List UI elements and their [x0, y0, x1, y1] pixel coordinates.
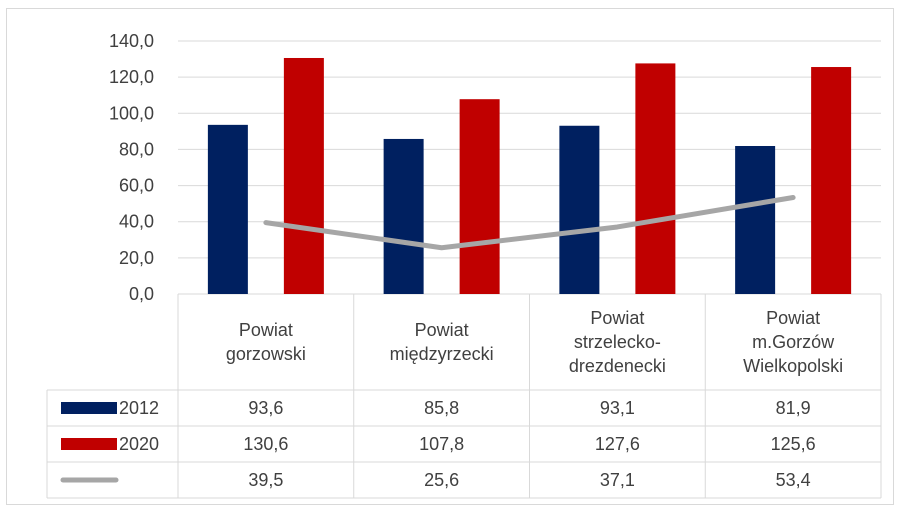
y-tick-label: 40,0: [119, 212, 154, 232]
y-tick-label: 140,0: [109, 31, 154, 51]
category-label: Powiat: [590, 308, 644, 328]
legend-key-2012: [61, 402, 117, 414]
data-table-value: 37,1: [600, 470, 635, 490]
y-tick-label: 80,0: [119, 139, 154, 159]
legend-label: 2012: [119, 398, 159, 418]
y-tick-label: 100,0: [109, 103, 154, 123]
category-label: Powiat: [766, 308, 820, 328]
data-table-value: 39,5: [248, 470, 283, 490]
y-tick-label: 0,0: [129, 284, 154, 304]
bar-2020: [811, 67, 852, 294]
category-label: Wielkopolski: [743, 356, 843, 376]
bar-2020: [283, 57, 324, 294]
data-table-value: 127,6: [595, 434, 640, 454]
category-label: międzyrzecki: [390, 344, 494, 364]
category-label: m.Gorzów: [752, 332, 835, 352]
category-label: Powiat: [415, 320, 469, 340]
data-table-value: 107,8: [419, 434, 464, 454]
bar-2012: [383, 138, 424, 294]
chart-frame: [6, 8, 894, 505]
data-table-value: 25,6: [424, 470, 459, 490]
bar-2020: [459, 99, 500, 294]
category-label: Powiat: [239, 320, 293, 340]
data-table-value: 85,8: [424, 398, 459, 418]
legend-key-2020: [61, 438, 117, 450]
y-tick-label: 60,0: [119, 176, 154, 196]
bar-2012: [207, 124, 248, 294]
data-table-value: 93,6: [248, 398, 283, 418]
data-table-value: 53,4: [776, 470, 811, 490]
bar-2012: [559, 125, 600, 294]
data-table-value: 93,1: [600, 398, 635, 418]
category-label: strzelecko-: [574, 332, 661, 352]
bar-2012: [735, 145, 776, 294]
legend-label: 2020: [119, 434, 159, 454]
bar-2020: [635, 63, 676, 295]
data-table-value: 81,9: [776, 398, 811, 418]
category-label: gorzowski: [226, 344, 306, 364]
y-tick-label: 120,0: [109, 67, 154, 87]
category-label: drezdenecki: [569, 356, 666, 376]
line-series: [263, 194, 796, 251]
y-tick-label: 20,0: [119, 248, 154, 268]
data-table-value: 125,6: [771, 434, 816, 454]
data-table-value: 130,6: [243, 434, 288, 454]
